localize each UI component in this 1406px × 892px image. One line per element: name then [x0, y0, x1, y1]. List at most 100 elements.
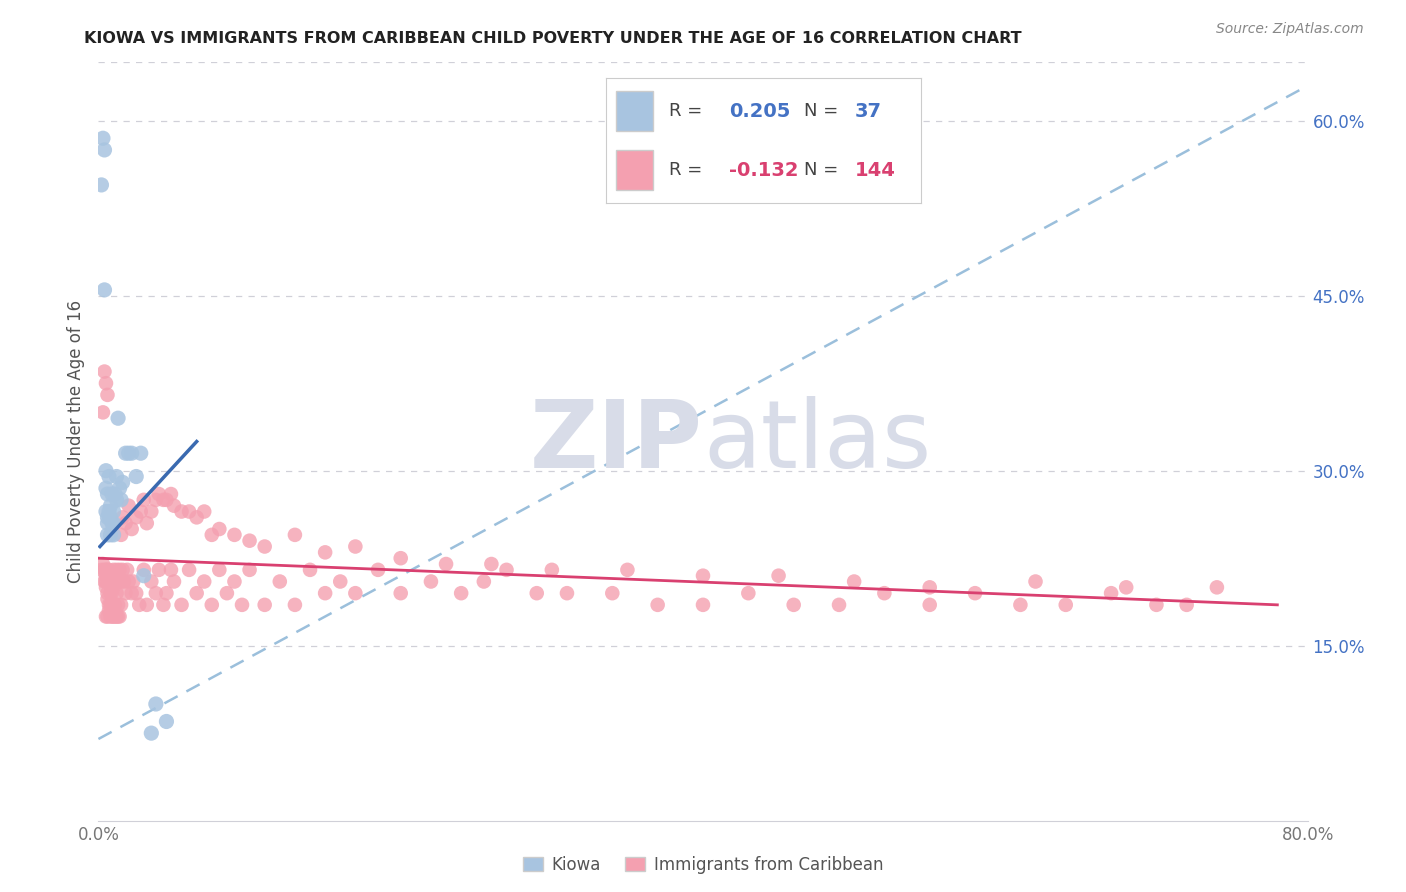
Point	[367, 563, 389, 577]
Point	[98, 504, 121, 518]
Point	[1010, 598, 1032, 612]
Point	[1144, 598, 1167, 612]
Point	[148, 487, 170, 501]
Point	[110, 528, 132, 542]
Point	[93, 574, 115, 589]
Point	[104, 487, 127, 501]
Point	[96, 586, 118, 600]
Point	[141, 726, 163, 740]
Point	[208, 522, 231, 536]
Text: Source: ZipAtlas.com: Source: ZipAtlas.com	[1216, 22, 1364, 37]
Point	[101, 516, 124, 531]
Point	[118, 574, 141, 589]
Point	[103, 609, 125, 624]
Point	[125, 586, 148, 600]
Point	[299, 563, 322, 577]
Point	[103, 598, 125, 612]
Point	[103, 580, 125, 594]
Point	[314, 586, 336, 600]
Point	[186, 510, 208, 524]
Point	[148, 563, 170, 577]
Point	[224, 528, 246, 542]
Point	[114, 586, 136, 600]
Point	[526, 586, 548, 600]
Point	[104, 598, 127, 612]
Point	[100, 499, 122, 513]
Point	[93, 365, 115, 379]
Point	[284, 528, 307, 542]
Point	[344, 586, 367, 600]
Point	[100, 510, 122, 524]
Point	[105, 586, 128, 600]
Point	[1175, 598, 1198, 612]
Point	[125, 510, 148, 524]
Point	[105, 492, 128, 507]
Point	[692, 568, 714, 582]
Point	[94, 464, 117, 478]
Point	[91, 405, 114, 419]
Point	[111, 475, 134, 490]
Point	[90, 563, 112, 577]
Point	[231, 598, 253, 612]
Point	[93, 283, 115, 297]
Point	[94, 504, 117, 518]
Point	[163, 499, 186, 513]
Point	[110, 598, 132, 612]
Point	[100, 609, 122, 624]
Point	[155, 714, 177, 729]
Point	[90, 178, 112, 192]
Point	[104, 574, 127, 589]
Point	[94, 609, 117, 624]
Point	[107, 411, 129, 425]
Point	[101, 568, 124, 582]
Point	[96, 592, 118, 607]
Point	[828, 598, 851, 612]
Point	[98, 469, 121, 483]
Point	[107, 598, 129, 612]
Point	[98, 574, 121, 589]
Point	[170, 598, 193, 612]
Point	[107, 609, 129, 624]
Point	[163, 574, 186, 589]
Point	[555, 586, 578, 600]
Point	[112, 574, 135, 589]
Point	[108, 609, 131, 624]
Point	[108, 481, 131, 495]
Point	[111, 510, 134, 524]
Point	[128, 598, 150, 612]
Point	[105, 563, 128, 577]
Point	[135, 598, 157, 612]
Point	[98, 598, 121, 612]
Point	[692, 598, 714, 612]
Point	[121, 586, 143, 600]
Point	[98, 563, 121, 577]
Point	[450, 586, 472, 600]
Point	[389, 551, 412, 566]
Point	[1054, 598, 1077, 612]
Point	[96, 388, 118, 402]
Point	[152, 598, 174, 612]
Point	[118, 499, 141, 513]
Point	[110, 574, 132, 589]
Point	[616, 563, 638, 577]
Point	[91, 557, 114, 571]
Point	[135, 516, 157, 531]
Point	[121, 522, 143, 536]
Point	[114, 446, 136, 460]
Point	[145, 697, 167, 711]
Point	[239, 563, 262, 577]
Point	[101, 487, 124, 501]
Point	[103, 528, 125, 542]
Point	[918, 598, 941, 612]
Point	[132, 568, 155, 582]
Point	[145, 492, 167, 507]
Point	[215, 586, 238, 600]
Point	[495, 563, 517, 577]
Point	[1115, 580, 1137, 594]
Text: KIOWA VS IMMIGRANTS FROM CARIBBEAN CHILD POVERTY UNDER THE AGE OF 16 CORRELATION: KIOWA VS IMMIGRANTS FROM CARIBBEAN CHILD…	[84, 31, 1022, 46]
Point	[314, 545, 336, 559]
Point	[103, 516, 125, 531]
Point	[94, 580, 117, 594]
Point	[434, 557, 457, 571]
Point	[145, 586, 167, 600]
